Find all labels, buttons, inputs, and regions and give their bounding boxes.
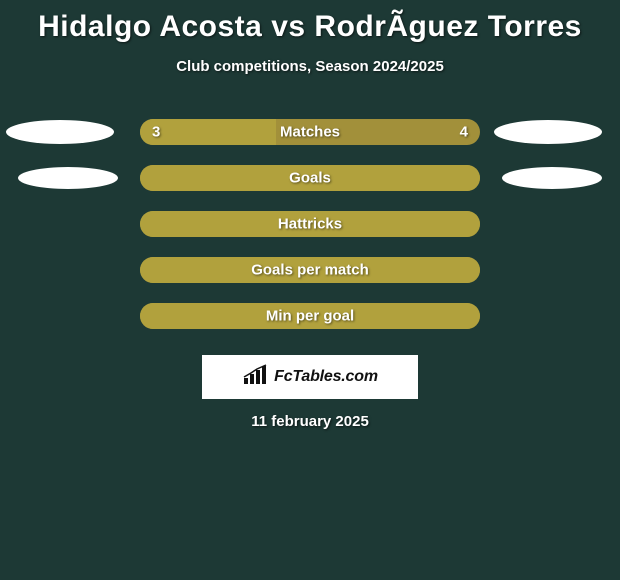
stat-row-goals: Goals — [0, 165, 620, 191]
stat-label: Goals per match — [251, 262, 369, 279]
stat-row-goals-per-match: Goals per match — [0, 257, 620, 283]
bar-chart-icon — [242, 364, 268, 391]
page-subtitle: Club competitions, Season 2024/2025 — [0, 58, 620, 75]
stat-rows: 3 Matches 4 Goals Hattricks Goals per — [0, 119, 620, 329]
player-right-marker — [494, 120, 602, 144]
player-right-marker — [502, 167, 602, 189]
stat-label: Goals — [289, 170, 331, 187]
stat-value-right: 4 — [460, 124, 468, 141]
page-title: Hidalgo Acosta vs RodrÃ­guez Torres — [0, 10, 620, 44]
stat-row-hattricks: Hattricks — [0, 211, 620, 237]
stat-label: Min per goal — [266, 308, 354, 325]
player-left-marker — [6, 120, 114, 144]
stat-label: Matches — [280, 124, 340, 141]
stat-bar: Goals per match — [140, 257, 480, 283]
stat-row-min-per-goal: Min per goal — [0, 303, 620, 329]
date-label: 11 february 2025 — [0, 413, 620, 430]
comparison-infographic: Hidalgo Acosta vs RodrÃ­guez Torres Club… — [0, 0, 620, 430]
player-left-marker — [18, 167, 118, 189]
stat-label: Hattricks — [278, 216, 342, 233]
source-badge-text: FcTables.com — [274, 368, 378, 386]
stat-bar: Hattricks — [140, 211, 480, 237]
stat-bar: Goals — [140, 165, 480, 191]
stat-bar-left-fill — [140, 119, 276, 145]
stat-value-left: 3 — [152, 124, 160, 141]
source-badge: FcTables.com — [202, 355, 418, 399]
stat-bar: Min per goal — [140, 303, 480, 329]
stat-row-matches: 3 Matches 4 — [0, 119, 620, 145]
stat-bar: 3 Matches 4 — [140, 119, 480, 145]
